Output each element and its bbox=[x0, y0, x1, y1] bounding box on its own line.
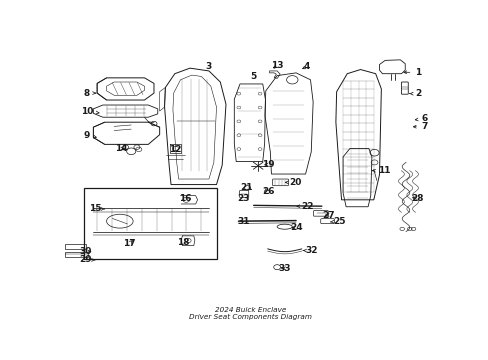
Text: 5: 5 bbox=[249, 72, 256, 81]
Text: 8: 8 bbox=[83, 89, 96, 98]
Text: 7: 7 bbox=[412, 122, 427, 131]
Bar bbox=[84, 188, 216, 260]
Text: 23: 23 bbox=[237, 194, 249, 203]
Text: 6: 6 bbox=[414, 114, 427, 123]
Text: 13: 13 bbox=[270, 61, 283, 70]
Text: 3: 3 bbox=[205, 62, 212, 71]
Text: 12: 12 bbox=[168, 145, 181, 154]
Text: 16: 16 bbox=[179, 194, 191, 203]
Text: 20: 20 bbox=[285, 178, 301, 187]
Text: 24: 24 bbox=[289, 223, 302, 232]
Text: 10: 10 bbox=[81, 107, 99, 116]
Text: 9: 9 bbox=[83, 131, 96, 140]
Text: 2024 Buick Enclave
Driver Seat Components Diagram: 2024 Buick Enclave Driver Seat Component… bbox=[189, 307, 311, 320]
Text: 33: 33 bbox=[278, 264, 290, 273]
Text: 31: 31 bbox=[237, 217, 249, 226]
Text: 21: 21 bbox=[240, 183, 253, 192]
Text: 27: 27 bbox=[321, 211, 334, 220]
Text: 1: 1 bbox=[403, 68, 421, 77]
Text: 28: 28 bbox=[410, 194, 423, 203]
Text: 29: 29 bbox=[79, 256, 95, 265]
Text: 26: 26 bbox=[262, 187, 274, 196]
Text: 19: 19 bbox=[262, 160, 275, 169]
Text: 15: 15 bbox=[89, 204, 104, 213]
Text: 30: 30 bbox=[80, 247, 92, 256]
Bar bbox=[65, 252, 87, 257]
Text: 11: 11 bbox=[371, 166, 389, 175]
Bar bbox=[65, 244, 85, 249]
Text: 17: 17 bbox=[123, 239, 135, 248]
Text: 18: 18 bbox=[177, 238, 189, 247]
Text: 25: 25 bbox=[330, 217, 345, 226]
Text: 4: 4 bbox=[302, 62, 309, 71]
Text: 2: 2 bbox=[409, 89, 421, 98]
Text: 32: 32 bbox=[303, 246, 318, 255]
Text: 22: 22 bbox=[296, 202, 313, 211]
Text: 14: 14 bbox=[115, 144, 127, 153]
